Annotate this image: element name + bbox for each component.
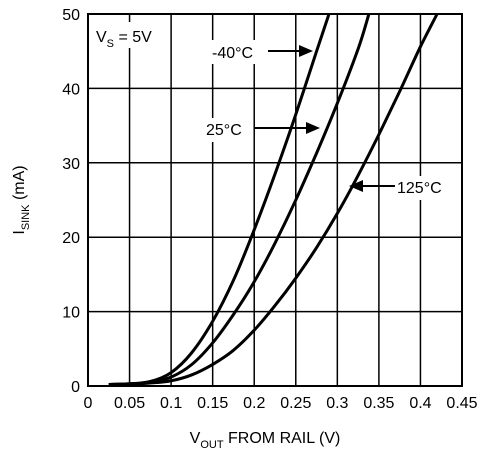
x-tick-label: 0.15 [197, 395, 228, 412]
series-label-m40: -40°C [212, 45, 253, 62]
condition-sub: S [107, 38, 114, 50]
y-tick-label: 30 [62, 156, 80, 173]
y-tick-label: 0 [71, 379, 80, 396]
x-tick-label: 0.3 [326, 395, 348, 412]
x-tick-label: 0 [84, 395, 93, 412]
x-tick-label: 0.4 [409, 395, 431, 412]
series-line-2 [108, 13, 439, 386]
y-axis-label-main: I [11, 230, 28, 234]
y-tick-label: 20 [62, 230, 80, 247]
series-label-bg-25 [203, 118, 253, 142]
x-tick-label: 0.45 [446, 395, 477, 412]
x-tick-label: 0.2 [243, 395, 265, 412]
y-tick-label: 10 [62, 305, 80, 322]
curves [108, 13, 439, 386]
plot-frame [87, 13, 463, 387]
x-axis-label-main: V [190, 430, 201, 447]
series-label-bg-125 [395, 176, 455, 200]
x-tick-label: 0.05 [114, 395, 145, 412]
series-label-125: 125°C [397, 180, 442, 197]
x-tick-label: 0.1 [160, 395, 182, 412]
condition-label-bg [93, 22, 151, 48]
x-axis-label-rest: FROM RAIL (V) [224, 430, 341, 447]
arrow-head-m40 [299, 45, 313, 57]
series-line-1 [108, 13, 371, 386]
y-tick-label: 40 [62, 81, 80, 98]
condition-label: VS = 5V [96, 29, 152, 50]
x-axis-label: VOUT FROM RAIL (V) [190, 430, 341, 451]
arrow-head-25 [306, 122, 320, 134]
condition-rest: = 5V [114, 29, 152, 46]
x-tick-label: 0.35 [363, 395, 394, 412]
series-label-bg-m40 [209, 40, 267, 64]
y-axis-label: ISINK (mA) [11, 165, 32, 234]
y-tick-labels: 0 10 20 30 40 50 [62, 7, 80, 396]
x-tick-labels: 0 0.05 0.1 0.15 0.2 0.25 0.3 0.35 0.4 0.45 [84, 395, 478, 412]
y-tick-label: 50 [62, 7, 80, 24]
y-axis-label-rest: (mA) [11, 165, 28, 204]
series-label-25: 25°C [206, 122, 242, 139]
condition-main: V [96, 29, 107, 46]
x-tick-label: 0.25 [280, 395, 311, 412]
y-axis-label-sub: SINK [20, 204, 32, 230]
arrow-head-125 [349, 180, 363, 192]
x-axis-label-sub: OUT [200, 439, 224, 451]
